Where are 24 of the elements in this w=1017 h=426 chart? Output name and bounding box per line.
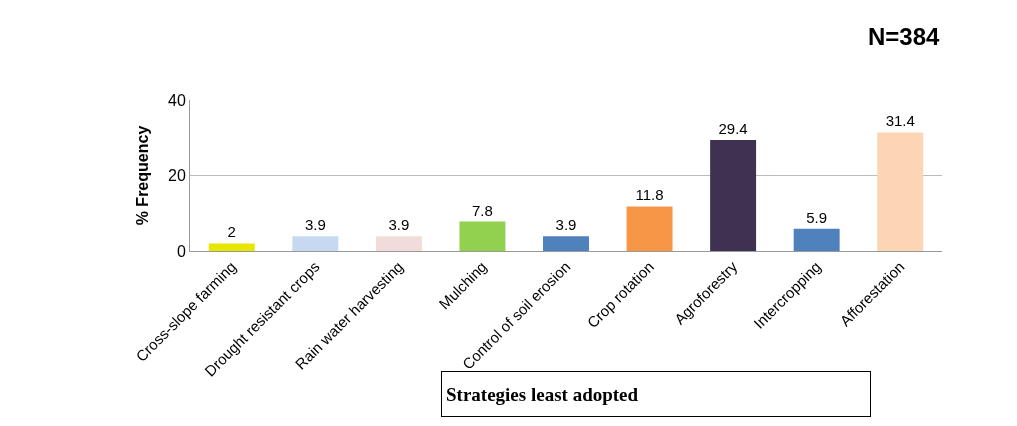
bar <box>710 140 757 251</box>
text: N=384 <box>868 23 941 50</box>
y-tick-label: 20 <box>168 167 186 185</box>
data-label: 5.9 <box>806 208 828 226</box>
bar <box>793 228 840 251</box>
data-label: 3.9 <box>304 216 326 234</box>
bar <box>292 236 339 251</box>
data-label: 3.9 <box>388 216 410 234</box>
data-label: 11.8 <box>635 186 664 204</box>
bar <box>543 236 589 251</box>
data-label: 3.9 <box>555 216 577 234</box>
y-axis-title: % Frequency <box>133 125 151 226</box>
text: Strategies least adopted <box>446 383 639 405</box>
bar <box>877 132 924 251</box>
bar <box>208 243 255 251</box>
y-tick-label: 0 <box>176 242 186 260</box>
data-label: 7.8 <box>472 201 493 219</box>
bar <box>375 236 422 251</box>
y-tick-label: 40 <box>168 91 186 109</box>
bar <box>459 221 506 251</box>
data-label: 2 <box>227 223 236 241</box>
data-label: 31.4 <box>885 112 915 130</box>
data-label: 29.4 <box>718 120 748 138</box>
bar <box>626 206 673 251</box>
